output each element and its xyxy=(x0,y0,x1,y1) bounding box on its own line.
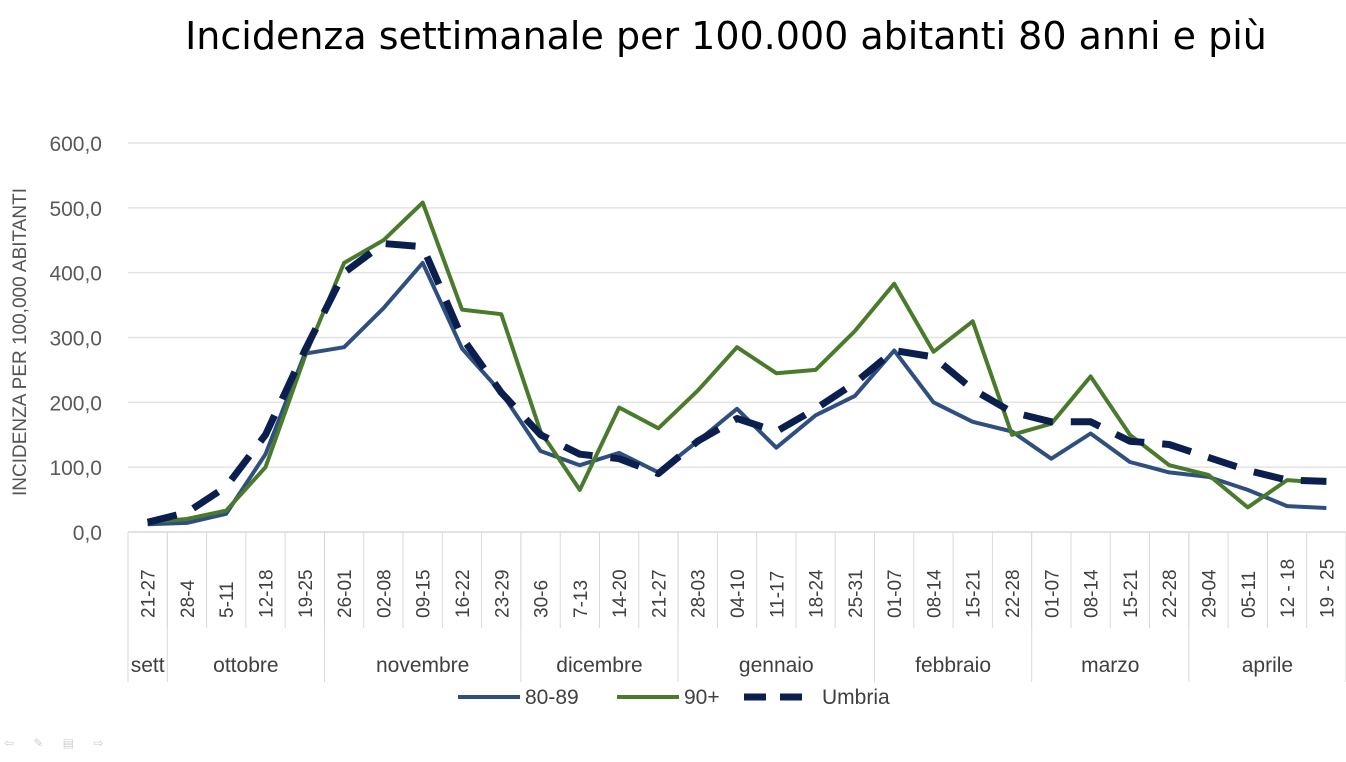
month-label: dicembre xyxy=(556,654,642,677)
x-tick-label: 05-11 xyxy=(1239,571,1260,618)
legend: 80-89 90+ Umbria xyxy=(458,686,890,709)
series-line-90- xyxy=(147,200,1327,525)
x-tick-label: 19-25 xyxy=(296,569,317,618)
x-tick-label: 18-24 xyxy=(807,569,828,618)
x-tick-label: 21-27 xyxy=(649,569,670,618)
month-label: gennaio xyxy=(739,654,814,677)
x-tick-label: 21-27 xyxy=(139,569,160,618)
series-lines xyxy=(146,200,1327,527)
x-tick-label: 09-15 xyxy=(414,569,435,618)
x-tick-label: 01-07 xyxy=(1042,569,1063,618)
month-label: marzo xyxy=(1081,654,1139,677)
chart-title: Incidenza settimanale per 100.000 abitan… xyxy=(185,14,1267,58)
x-tick-label: 15-21 xyxy=(1121,569,1142,618)
y-tick-label: 400,0 xyxy=(49,263,102,286)
x-tick-label: 28-4 xyxy=(178,580,199,618)
x-tick-label: 23-29 xyxy=(492,569,513,618)
x-tick-label: 25-31 xyxy=(846,569,867,618)
x-tick-label: 01-07 xyxy=(885,569,906,618)
x-tick-label: 22-28 xyxy=(1003,569,1024,618)
month-label: novembre xyxy=(376,654,469,677)
x-tick-label: 14-20 xyxy=(610,569,631,618)
x-tick-label: 08-14 xyxy=(924,569,945,618)
x-tick-label: 7-13 xyxy=(571,580,592,618)
legend-label: 80-89 xyxy=(525,686,579,709)
y-tick-label: 500,0 xyxy=(49,198,102,221)
x-tick-label: 22-28 xyxy=(1160,569,1181,618)
x-tick-label: 04-10 xyxy=(728,569,749,618)
x-tick-label: 26-01 xyxy=(335,569,356,618)
x-tick-label: 5-11 xyxy=(217,581,238,618)
y-tick-label: 200,0 xyxy=(49,392,102,415)
month-label: febbraio xyxy=(915,654,991,677)
y-axis-label: INCIDENZA PER 100,000 ABITANTI xyxy=(10,188,31,496)
series-line-umbria xyxy=(146,240,1327,526)
legend-label: 90+ xyxy=(684,686,720,709)
y-tick-label: 600,0 xyxy=(49,133,102,156)
x-tick-label: 02-08 xyxy=(374,569,395,618)
y-tick-label: 300,0 xyxy=(49,328,102,351)
x-tick-label: 08-14 xyxy=(1082,569,1103,618)
x-tick-label: 29-04 xyxy=(1199,569,1220,618)
x-tick-label: 12 - 18 xyxy=(1278,559,1299,618)
x-tick-label: 11-17 xyxy=(767,571,788,618)
y-tick-label: 100,0 xyxy=(49,457,102,480)
axes: 0,0 100,0 200,0 300,0 400,0 500,0 600,0 21-27 28… xyxy=(49,133,1346,682)
month-label: ottobre xyxy=(213,654,278,677)
x-tick-label: 30-6 xyxy=(532,580,553,618)
y-tick-label: 0,0 xyxy=(73,522,102,545)
slide-nav-icons: ⇦ ✎ ▤ ⇨ xyxy=(4,736,112,750)
x-tick-label: 19 - 25 xyxy=(1317,559,1338,618)
month-label: sett xyxy=(131,654,165,677)
x-tick-label: 12-18 xyxy=(257,569,278,618)
x-tick-label: 16-22 xyxy=(453,569,474,618)
x-tick-label: 15-21 xyxy=(964,569,985,618)
month-label: aprile xyxy=(1242,654,1293,677)
legend-label: Umbria xyxy=(822,686,890,709)
gridlines xyxy=(128,142,1346,533)
x-tick-label: 28-03 xyxy=(689,569,710,618)
series-line-80-89 xyxy=(147,260,1327,527)
